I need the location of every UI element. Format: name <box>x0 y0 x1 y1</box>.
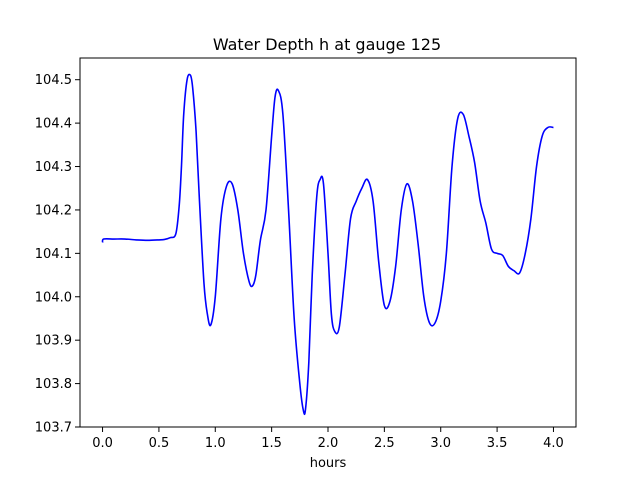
x-tick-label: 0.0 <box>92 436 113 451</box>
x-tick-label: 2.5 <box>374 436 395 451</box>
y-tick-label: 103.7 <box>35 421 72 436</box>
y-tick-label: 104.1 <box>35 247 72 262</box>
series-layer <box>101 73 554 416</box>
y-axis: 103.7 103.8 103.9 104.0 104.1 104.2 104.3 104.4… <box>35 73 80 436</box>
y-tick-label: 104.0 <box>35 290 72 305</box>
y-tick-label: 103.9 <box>35 334 72 349</box>
x-tick-label: 3.5 <box>487 436 508 451</box>
x-tick-label: 1.5 <box>261 436 282 451</box>
y-tick-label: 104.5 <box>35 73 72 88</box>
series-line-0 <box>101 73 554 416</box>
y-tick-label: 103.8 <box>35 377 72 392</box>
x-axis-label: hours <box>310 456 347 471</box>
x-tick-label: 4.0 <box>543 436 564 451</box>
x-tick-label: 3.0 <box>430 436 451 451</box>
x-tick-label: 2.0 <box>318 436 339 451</box>
y-tick-label: 104.2 <box>35 203 72 218</box>
x-tick-label: 1.0 <box>205 436 226 451</box>
x-tick-label: 0.5 <box>149 436 170 451</box>
x-axis: 0.0 0.5 1.0 1.5 2.0 2.5 3.0 3.5 4.0 <box>92 427 564 451</box>
chart-title: Water Depth h at gauge 125 <box>213 35 441 54</box>
y-tick-label: 104.4 <box>35 117 72 132</box>
y-tick-label: 104.3 <box>35 160 72 175</box>
